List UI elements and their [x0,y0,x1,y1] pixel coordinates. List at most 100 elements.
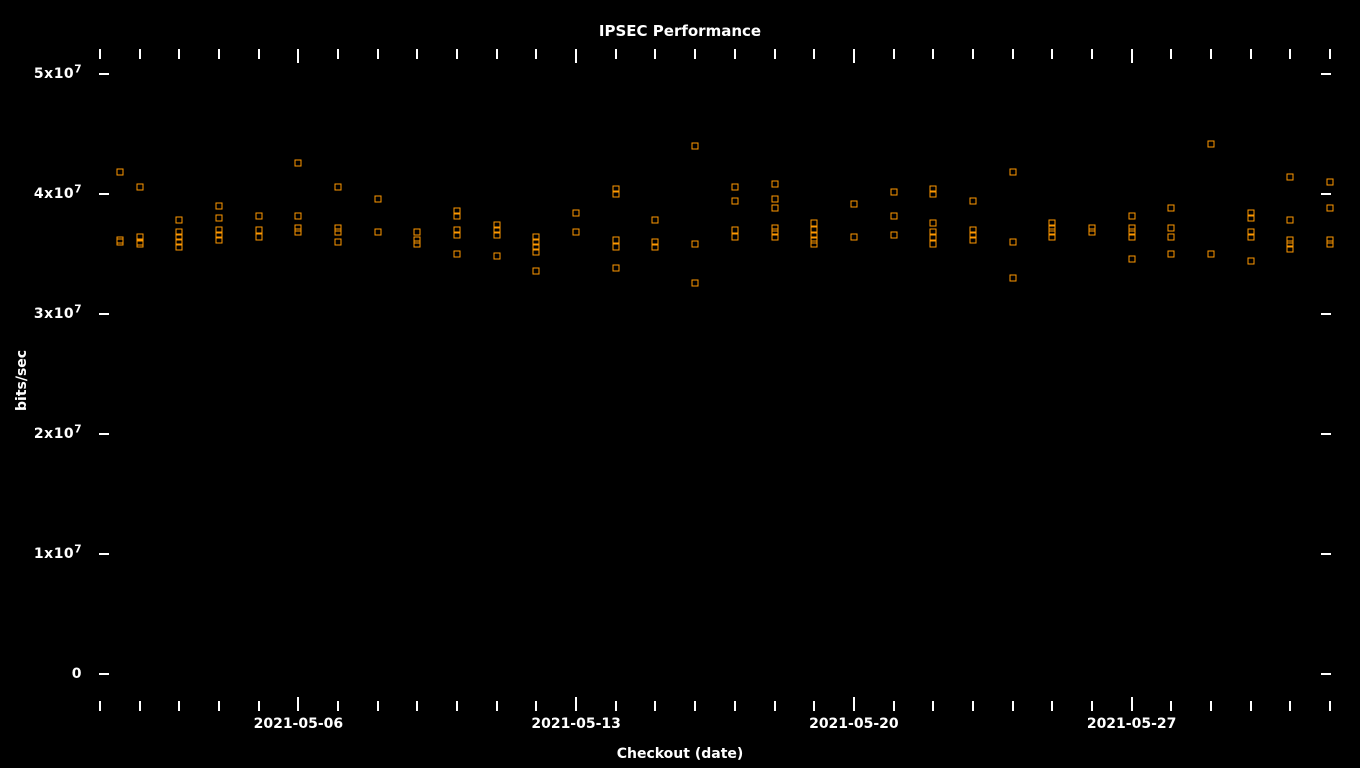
data-point [930,234,937,241]
data-point [216,236,223,243]
y-tick-label: 0 [72,666,100,682]
x-minor-tick [337,701,339,711]
data-point [731,227,738,234]
data-point [216,203,223,210]
data-point [573,229,580,236]
x-minor-tick [218,49,220,59]
data-point [335,239,342,246]
data-point [454,251,461,258]
data-point [771,205,778,212]
x-minor-tick [496,701,498,711]
data-point [731,234,738,241]
x-minor-tick [535,701,537,711]
x-minor-tick [1250,49,1252,59]
data-point [1327,205,1334,212]
data-point [255,227,262,234]
data-point [771,181,778,188]
y-tick-label: 4x107 [34,186,100,202]
data-point [295,159,302,166]
plot-area: 01x1072x1073x1074x1075x1072021-05-062021… [100,50,1330,710]
data-point [335,229,342,236]
x-minor-tick [99,49,101,59]
data-point [493,253,500,260]
data-point [731,198,738,205]
x-minor-tick [694,49,696,59]
x-tick-label: 2021-05-27 [1087,716,1177,732]
data-point [176,229,183,236]
data-point [930,219,937,226]
data-point [1247,258,1254,265]
y-tick [1321,193,1331,195]
y-axis-label: bits/sec [14,350,30,411]
x-minor-tick [416,701,418,711]
data-point [1049,219,1056,226]
data-point [1049,234,1056,241]
x-minor-tick [1170,49,1172,59]
data-point [692,241,699,248]
data-point [176,243,183,250]
y-tick [99,73,109,75]
x-major-tick [853,49,855,63]
data-point [1009,169,1016,176]
data-point [731,183,738,190]
data-point [374,229,381,236]
x-minor-tick [99,701,101,711]
data-point [1088,229,1095,236]
x-minor-tick [893,49,895,59]
x-minor-tick [258,701,260,711]
y-tick-label: 2x107 [34,426,100,442]
ipsec-performance-chart: IPSEC Performance bits/sec Checkout (dat… [0,0,1360,768]
x-minor-tick [139,701,141,711]
data-point [255,212,262,219]
x-major-tick [297,697,299,711]
data-point [454,231,461,238]
data-point [1168,205,1175,212]
x-minor-tick [972,49,974,59]
x-minor-tick [337,49,339,59]
data-point [116,239,123,246]
data-point [533,248,540,255]
x-minor-tick [774,701,776,711]
data-point [811,219,818,226]
data-point [573,210,580,217]
data-point [136,183,143,190]
x-minor-tick [178,49,180,59]
x-minor-tick [1329,701,1331,711]
data-point [116,169,123,176]
y-tick-label: 3x107 [34,306,100,322]
y-tick [1321,553,1331,555]
x-minor-tick [972,701,974,711]
data-point [1207,140,1214,147]
data-point [1247,215,1254,222]
x-major-tick [575,697,577,711]
x-minor-tick [1091,701,1093,711]
x-minor-tick [456,701,458,711]
data-point [652,243,659,250]
data-point [1168,234,1175,241]
y-tick [1321,673,1331,675]
data-point [1327,179,1334,186]
y-tick [1321,73,1331,75]
data-point [890,231,897,238]
data-point [533,234,540,241]
data-point [454,212,461,219]
x-minor-tick [694,701,696,711]
x-minor-tick [218,701,220,711]
x-minor-tick [893,701,895,711]
x-minor-tick [377,701,379,711]
x-minor-tick [734,701,736,711]
x-minor-tick [178,701,180,711]
x-minor-tick [258,49,260,59]
x-minor-tick [1210,701,1212,711]
data-point [414,241,421,248]
data-point [612,236,619,243]
data-point [969,236,976,243]
data-point [890,188,897,195]
data-point [1287,246,1294,253]
x-minor-tick [615,49,617,59]
x-minor-tick [813,49,815,59]
data-point [1247,234,1254,241]
data-point [930,191,937,198]
data-point [811,241,818,248]
x-minor-tick [416,49,418,59]
